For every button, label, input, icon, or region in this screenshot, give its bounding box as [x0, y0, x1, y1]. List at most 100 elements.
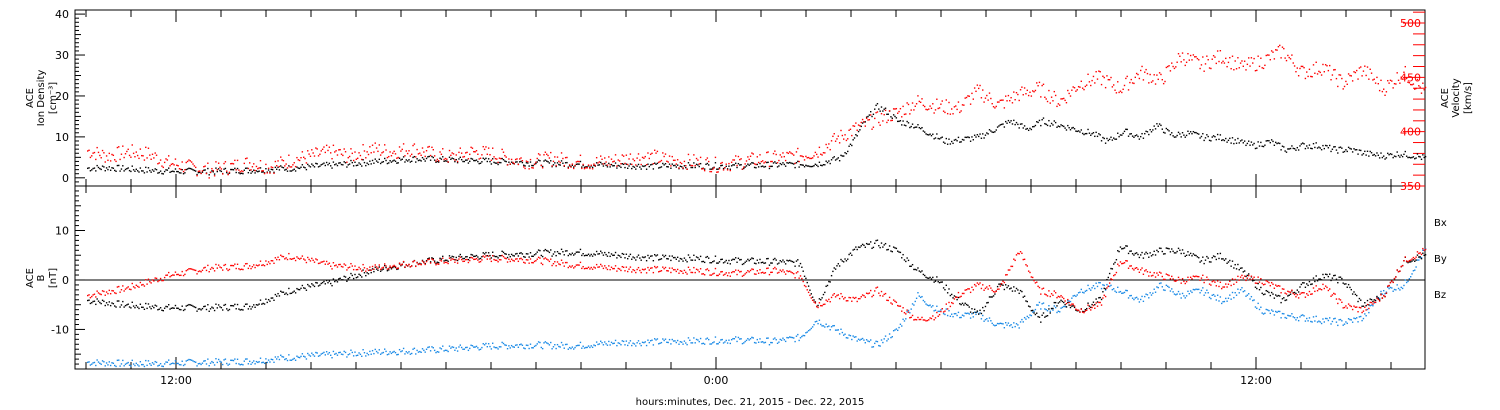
by-series-point — [277, 356, 279, 358]
bx-series-point — [1315, 275, 1317, 277]
by-series-point — [1173, 293, 1176, 295]
velocity-series-point — [1106, 75, 1108, 77]
by-series-point — [1226, 300, 1228, 302]
ion-density-series-point — [1275, 141, 1277, 144]
ion-density-series-point — [621, 163, 623, 165]
ion-density-series-point — [1140, 135, 1142, 138]
by-series-point — [917, 292, 919, 294]
ion-density-series-point — [479, 162, 482, 165]
by-series-point — [967, 312, 969, 314]
by-series-point — [1356, 317, 1358, 319]
by-series-point — [1013, 322, 1015, 324]
velocity-series-point — [566, 156, 568, 159]
ion-density-series-point — [460, 158, 463, 161]
by-series-point — [555, 347, 557, 350]
ion-density-series-point — [1324, 144, 1327, 147]
velocity-series-point — [93, 151, 96, 154]
bx-series-point — [424, 262, 426, 265]
bx-series-point — [87, 299, 89, 302]
velocity-series-point — [876, 111, 879, 113]
ion-density-series-point — [938, 138, 941, 140]
by-series-point — [1384, 292, 1386, 295]
ion-density-series-point — [274, 166, 277, 169]
ion-density-series-point — [1223, 139, 1226, 142]
by-series-point — [1370, 304, 1373, 306]
velocity-series-point — [648, 157, 650, 160]
by-series-point — [396, 354, 398, 356]
by-series-point — [188, 358, 190, 361]
velocity-series-point — [141, 154, 143, 157]
ion-density-series-point — [868, 114, 871, 116]
velocity-series-point — [809, 157, 811, 160]
by-series-point — [1333, 318, 1335, 320]
ion-density-series-point — [887, 113, 889, 115]
ion-density-series-point — [481, 161, 483, 163]
bz-series-point — [936, 311, 938, 314]
velocity-series-point — [304, 157, 306, 160]
bx-series-point — [139, 303, 142, 305]
by-series-point — [180, 364, 182, 366]
by-series-point — [97, 361, 100, 363]
ion-density-series-point — [625, 163, 628, 165]
bz-series-point — [606, 268, 609, 271]
bx-series-point — [439, 257, 441, 260]
ion-density-series-point — [1401, 155, 1404, 158]
bx-series-point — [996, 285, 999, 288]
by-series-point — [1215, 299, 1217, 301]
ion-density-series-point — [1189, 131, 1192, 133]
bx-series-point — [270, 297, 272, 299]
velocity-series-point — [975, 90, 977, 93]
ion-density-series-point — [550, 160, 552, 162]
velocity-series-point — [1117, 81, 1119, 83]
by-series-point — [928, 304, 930, 307]
bx-series-point — [682, 260, 684, 262]
ion-density-series-point — [1389, 153, 1392, 155]
bx-series-point — [1300, 283, 1303, 286]
ion-density-series-point — [1318, 146, 1320, 148]
velocity-series-point — [556, 156, 559, 158]
ion-density-series-point — [1188, 132, 1190, 135]
bx-series-point — [668, 255, 671, 257]
by-series-point — [103, 361, 105, 363]
bx-series-point — [658, 259, 660, 261]
bz-series-point — [174, 271, 177, 273]
bz-series-point — [882, 295, 884, 297]
velocity-series-point — [1000, 99, 1003, 101]
velocity-series-point — [1326, 65, 1328, 67]
velocity-series-point — [983, 101, 985, 103]
bx-series-point — [178, 308, 181, 311]
bz-series-point — [177, 273, 179, 276]
velocity-series-point — [177, 165, 179, 167]
velocity-series-point — [682, 167, 684, 169]
bx-series-point — [145, 302, 147, 305]
bz-series-point — [573, 267, 575, 269]
bz-series-point — [276, 258, 278, 261]
bz-series — [87, 247, 1427, 322]
bz-series-point — [500, 259, 502, 261]
by-series-point — [1235, 294, 1238, 296]
by-series-point — [536, 343, 538, 345]
bz-series-point — [938, 313, 941, 316]
ion-density-series-point — [354, 161, 356, 163]
bx-series-point — [1218, 257, 1220, 260]
ion-density-series-point — [339, 162, 341, 164]
by-series-point — [1302, 314, 1304, 316]
ion-density-series-point — [612, 165, 614, 167]
ion-density-series-point — [103, 166, 105, 168]
bx-series-point — [1154, 254, 1157, 256]
ion-density-series-point — [983, 137, 985, 139]
ion-density-series-point — [1121, 134, 1123, 136]
by-series-point — [636, 342, 638, 344]
velocity-series-point — [361, 158, 363, 161]
bz-series-point — [614, 265, 617, 267]
velocity-series-point — [1338, 74, 1340, 76]
bx-series-point — [1204, 259, 1207, 261]
velocity-series-point — [848, 129, 850, 131]
by-series-point — [548, 344, 551, 346]
ion-density-series-point — [1380, 152, 1382, 154]
by-series-point — [874, 342, 876, 345]
ion-density-series-point — [944, 142, 946, 145]
velocity-series-point — [806, 157, 808, 159]
velocity-series-point — [1312, 64, 1315, 66]
by-series-point — [335, 352, 337, 355]
